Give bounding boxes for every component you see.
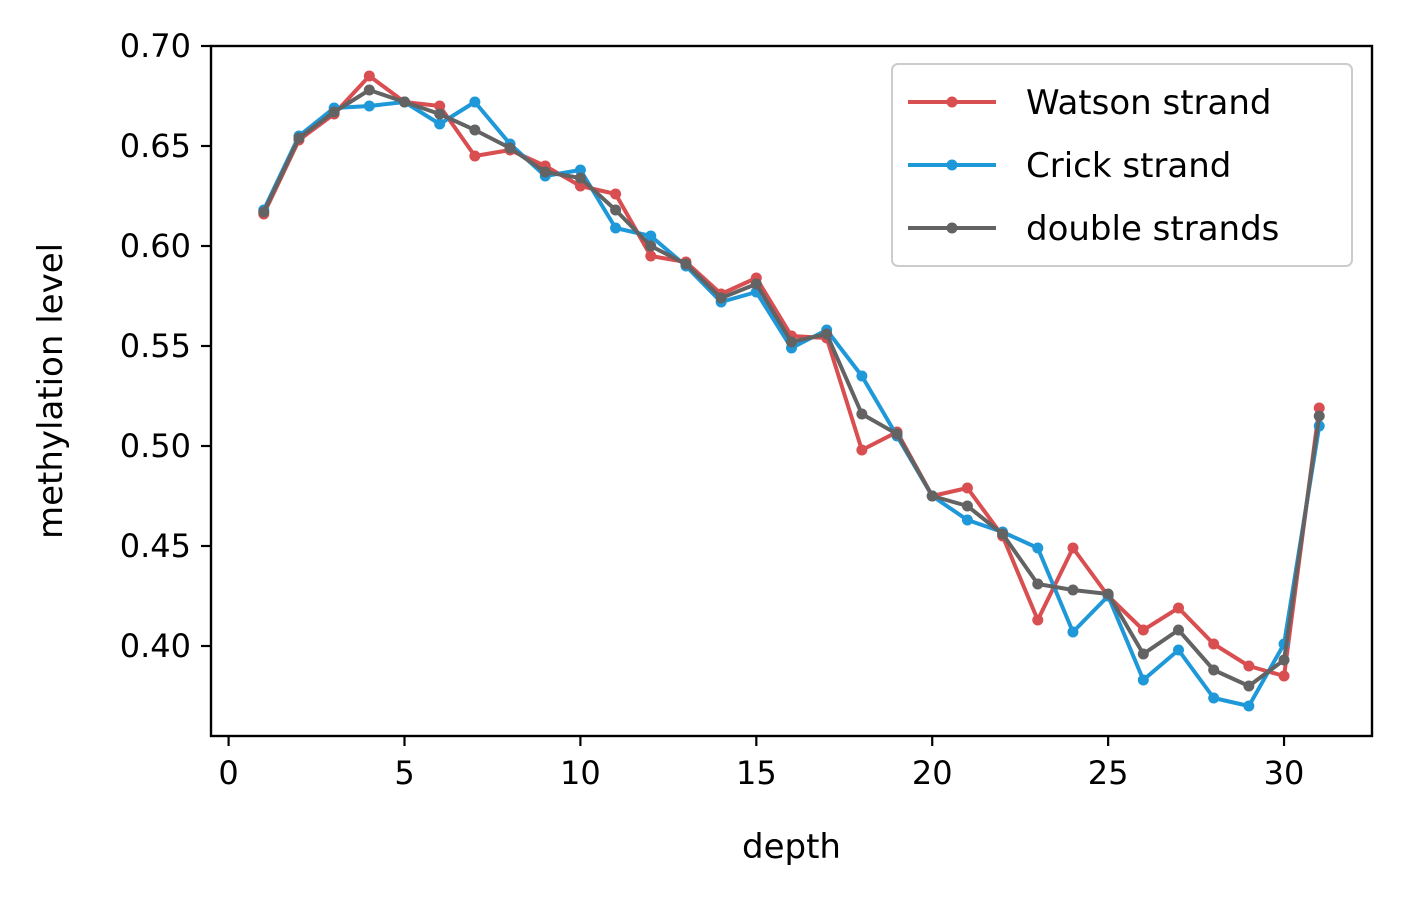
- data-point-s2-22: [1032, 578, 1044, 590]
- data-point-s0-11: [645, 250, 657, 262]
- data-point-s2-14: [750, 278, 762, 290]
- data-point-s0-30: [1313, 402, 1325, 414]
- data-point-s2-23: [1067, 584, 1079, 596]
- data-point-s1-25: [1137, 674, 1149, 686]
- data-point-s2-18: [891, 428, 903, 440]
- data-point-s0-5: [434, 100, 446, 112]
- data-point-s0-17: [856, 444, 868, 456]
- y-tick-label-4: 0.60: [120, 227, 191, 265]
- data-point-s2-11: [645, 240, 657, 252]
- legend: Watson strand Crick strand double strands: [891, 63, 1353, 267]
- data-point-s2-13: [715, 292, 727, 304]
- data-point-s2-0: [258, 206, 270, 218]
- data-point-s1-26: [1173, 644, 1184, 656]
- data-point-s1-5: [434, 118, 446, 130]
- data-point-s1-28: [1243, 700, 1255, 712]
- data-point-s2-29: [1278, 654, 1290, 666]
- data-point-s0-29: [1278, 670, 1290, 682]
- data-point-s2-25: [1137, 648, 1149, 660]
- data-point-s2-4: [399, 96, 410, 108]
- plot-area: [258, 70, 1325, 712]
- x-tick-label-3: 15: [736, 754, 777, 792]
- data-point-s0-27: [1208, 638, 1220, 650]
- data-point-s2-1: [293, 132, 305, 144]
- axes: 0 5 10 15 20 25 30 0.40 0.45 0.50 0.55 0.60 0.65 0.70: [120, 27, 1374, 792]
- y-tick-label-1: 0.45: [120, 527, 191, 565]
- data-point-s1-20: [961, 514, 973, 526]
- data-point-s2-30: [1313, 410, 1325, 422]
- data-point-s2-8: [539, 166, 551, 178]
- data-point-s2-21: [997, 528, 1009, 540]
- legend-marker-0: [946, 96, 958, 108]
- legend-marker-1: [946, 159, 958, 171]
- y-axis-label: methylation level: [31, 243, 71, 539]
- x-tick-label-5: 25: [1088, 754, 1129, 792]
- data-point-s0-23: [1067, 542, 1079, 554]
- data-point-s2-28: [1243, 680, 1255, 692]
- x-tick-label-1: 5: [394, 754, 414, 792]
- x-tick-label-6: 30: [1264, 754, 1305, 792]
- x-tick-label-2: 10: [560, 754, 601, 792]
- data-point-s1-22: [1032, 542, 1044, 554]
- data-point-s2-2: [328, 106, 340, 118]
- data-point-s2-5: [434, 108, 446, 120]
- legend-label-2: double strands: [1026, 209, 1279, 249]
- data-point-s2-27: [1208, 664, 1220, 676]
- y-tick-label-2: 0.50: [120, 427, 191, 465]
- data-point-s1-23: [1067, 626, 1079, 638]
- data-point-s0-26: [1173, 602, 1184, 614]
- data-point-s0-6: [469, 150, 481, 162]
- data-point-s0-25: [1137, 624, 1149, 636]
- plot-frame: [209, 44, 1374, 738]
- data-point-s2-20: [961, 500, 973, 512]
- y-tick-label-3: 0.55: [120, 327, 191, 365]
- data-point-s2-9: [574, 172, 586, 184]
- data-point-s0-10: [610, 188, 622, 200]
- y-tick-label-6: 0.70: [120, 27, 191, 65]
- legend-marker-2: [946, 222, 958, 234]
- data-point-s2-6: [469, 124, 481, 136]
- data-point-s2-24: [1102, 588, 1114, 600]
- data-point-s2-15: [786, 336, 797, 348]
- data-point-s2-12: [680, 258, 692, 270]
- legend-box: [891, 63, 1353, 267]
- data-point-s2-26: [1173, 624, 1184, 636]
- x-tick-label-0: 0: [218, 754, 238, 792]
- data-point-s2-19: [926, 490, 938, 502]
- data-point-s1-17: [856, 370, 868, 382]
- data-point-s0-28: [1243, 660, 1255, 672]
- data-point-s2-16: [821, 328, 833, 340]
- data-point-s1-9: [574, 164, 586, 176]
- data-point-s0-9: [574, 180, 586, 192]
- data-point-s2-17: [856, 408, 868, 420]
- data-point-s0-22: [1032, 614, 1044, 626]
- data-point-s2-7: [504, 142, 516, 154]
- legend-label-1: Crick strand: [1026, 146, 1231, 186]
- data-point-s0-20: [961, 482, 973, 494]
- data-point-s1-27: [1208, 692, 1220, 704]
- data-point-s2-3: [363, 84, 375, 96]
- data-point-s1-11: [645, 230, 657, 242]
- y-tick-label-5: 0.65: [120, 127, 191, 165]
- data-point-s1-3: [363, 100, 375, 112]
- data-point-s0-3: [363, 70, 375, 82]
- x-axis-label: depth: [742, 827, 841, 867]
- data-point-s1-6: [469, 96, 481, 108]
- data-point-s2-10: [610, 204, 622, 216]
- x-tick-label-4: 20: [912, 754, 953, 792]
- y-tick-label-0: 0.40: [120, 627, 191, 665]
- legend-label-0: Watson strand: [1026, 83, 1271, 123]
- data-point-s1-10: [610, 222, 622, 234]
